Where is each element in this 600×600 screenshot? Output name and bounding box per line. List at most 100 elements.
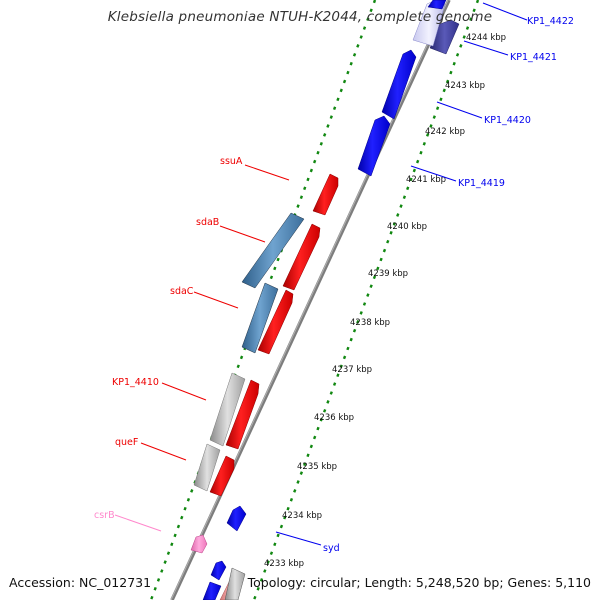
gene-sdaB-forward[interactable] — [282, 223, 321, 291]
gene-blue-bottom-1[interactable] — [210, 560, 227, 581]
tick-mark — [379, 257, 383, 262]
tick-mark — [336, 97, 340, 102]
tick-mark — [309, 168, 314, 173]
tick-mark — [306, 453, 310, 458]
tick-mark — [369, 8, 373, 13]
leader-KP1-4420 — [436, 101, 483, 119]
tick-mark — [349, 61, 353, 66]
label-KP1-4421[interactable]: KP1_4421 — [510, 52, 557, 63]
tick-mark — [276, 257, 280, 262]
label-sdaB[interactable]: sdaB — [196, 217, 219, 228]
tick-mark — [269, 551, 274, 556]
gene-KP1-4410[interactable] — [209, 372, 246, 447]
kbp-label-4234: 4234 kbp — [282, 511, 322, 521]
tick-mark — [406, 186, 410, 191]
tick-mark — [429, 124, 433, 128]
tick-mark — [449, 70, 453, 75]
tick-mark — [475, 0, 480, 4]
kbp-label-4233: 4233 kbp — [264, 559, 304, 569]
tick-mark — [253, 595, 257, 600]
gene-KP1-4420[interactable] — [381, 49, 417, 120]
tick-mark — [372, 0, 377, 4]
label-KP1-4422[interactable]: KP1_4422 — [527, 16, 574, 27]
tick-mark — [296, 480, 300, 484]
label-sdaC[interactable]: sdaC — [170, 286, 194, 297]
tick-mark — [402, 195, 407, 200]
gene-darkgrey-bottom[interactable] — [224, 567, 246, 600]
gene-blue-bottom-2[interactable] — [202, 581, 222, 600]
tick-mark — [422, 141, 426, 146]
tick-mark — [326, 400, 330, 404]
gene-KP1-4419[interactable] — [357, 115, 391, 177]
gene-sdaC[interactable] — [241, 282, 279, 354]
tick-mark — [303, 186, 307, 191]
tick-mark — [389, 230, 393, 235]
gene-csrB[interactable] — [190, 534, 208, 554]
tick-mark — [469, 17, 473, 22]
tick-mark — [299, 195, 304, 200]
tick-mark — [435, 106, 440, 111]
gene-syd[interactable] — [226, 505, 247, 532]
label-KP1-4419[interactable]: KP1_4419 — [458, 178, 505, 189]
gene-sdaB[interactable] — [241, 212, 305, 289]
leader-csrB — [114, 514, 162, 532]
tick-mark — [336, 373, 340, 378]
tick-mark — [452, 61, 456, 66]
tick-mark — [329, 115, 333, 119]
tick-mark — [293, 489, 297, 493]
tick-mark — [256, 586, 260, 591]
tick-mark — [445, 79, 450, 84]
leader-KP1-4419 — [410, 165, 457, 182]
tick-mark — [459, 44, 463, 48]
tick-mark — [283, 515, 287, 520]
tick-mark — [263, 569, 267, 573]
label-ssuA[interactable]: ssuA — [220, 156, 243, 167]
tick-mark — [312, 159, 317, 164]
tick-mark — [442, 88, 446, 93]
tick-mark — [425, 133, 430, 137]
tick-mark — [273, 542, 277, 547]
tick-mark — [306, 177, 310, 182]
gene-ssuA[interactable] — [312, 173, 339, 216]
tick-mark — [329, 391, 333, 395]
gene-KP1-4410-forward[interactable] — [225, 379, 260, 450]
tick-mark — [322, 408, 327, 413]
tick-mark — [352, 52, 357, 57]
tick-mark — [166, 551, 171, 556]
tick-mark — [392, 222, 397, 226]
tick-mark — [176, 524, 181, 529]
tick-mark — [372, 275, 377, 280]
tick-mark — [369, 284, 373, 289]
leader-sdaC — [193, 291, 239, 309]
kbp-labels: 4244 kbp 4243 kbp 4242 kbp 4241 kbp 4240… — [264, 33, 506, 569]
tick-mark — [160, 569, 164, 573]
gene-grey-2[interactable] — [193, 443, 221, 492]
leader-KP1-4421 — [463, 40, 509, 56]
tick-mark — [346, 346, 350, 351]
tick-mark — [319, 141, 323, 146]
tick-mark — [156, 578, 161, 582]
label-queF[interactable]: queF — [115, 437, 138, 448]
tick-mark — [352, 328, 357, 333]
leader-KP1-4422 — [482, 2, 528, 21]
tick-mark — [346, 70, 350, 75]
label-csrB[interactable]: csrB — [94, 510, 115, 521]
tick-mark — [356, 319, 360, 324]
kbp-label-4239: 4239 kbp — [368, 269, 408, 279]
tick-mark — [150, 595, 154, 600]
tick-mark — [153, 586, 157, 591]
label-KP1-4420[interactable]: KP1_4420 — [484, 115, 531, 126]
tick-mark — [362, 26, 367, 30]
tick-mark — [186, 497, 191, 502]
kbp-label-4241: 4241 kbp — [406, 175, 446, 185]
label-KP1-4410[interactable]: KP1_4410 — [112, 377, 159, 388]
kbp-label-4236: 4236 kbp — [314, 413, 354, 423]
tick-mark — [376, 266, 380, 271]
tick-mark — [409, 177, 413, 182]
tick-mark — [339, 364, 343, 369]
tick-mark — [366, 17, 370, 22]
gene-KP1-4422-top[interactable] — [427, 0, 447, 10]
gene-sdaC-forward[interactable] — [257, 289, 294, 355]
label-syd[interactable]: syd — [323, 543, 340, 554]
gene-queF[interactable] — [209, 455, 235, 497]
